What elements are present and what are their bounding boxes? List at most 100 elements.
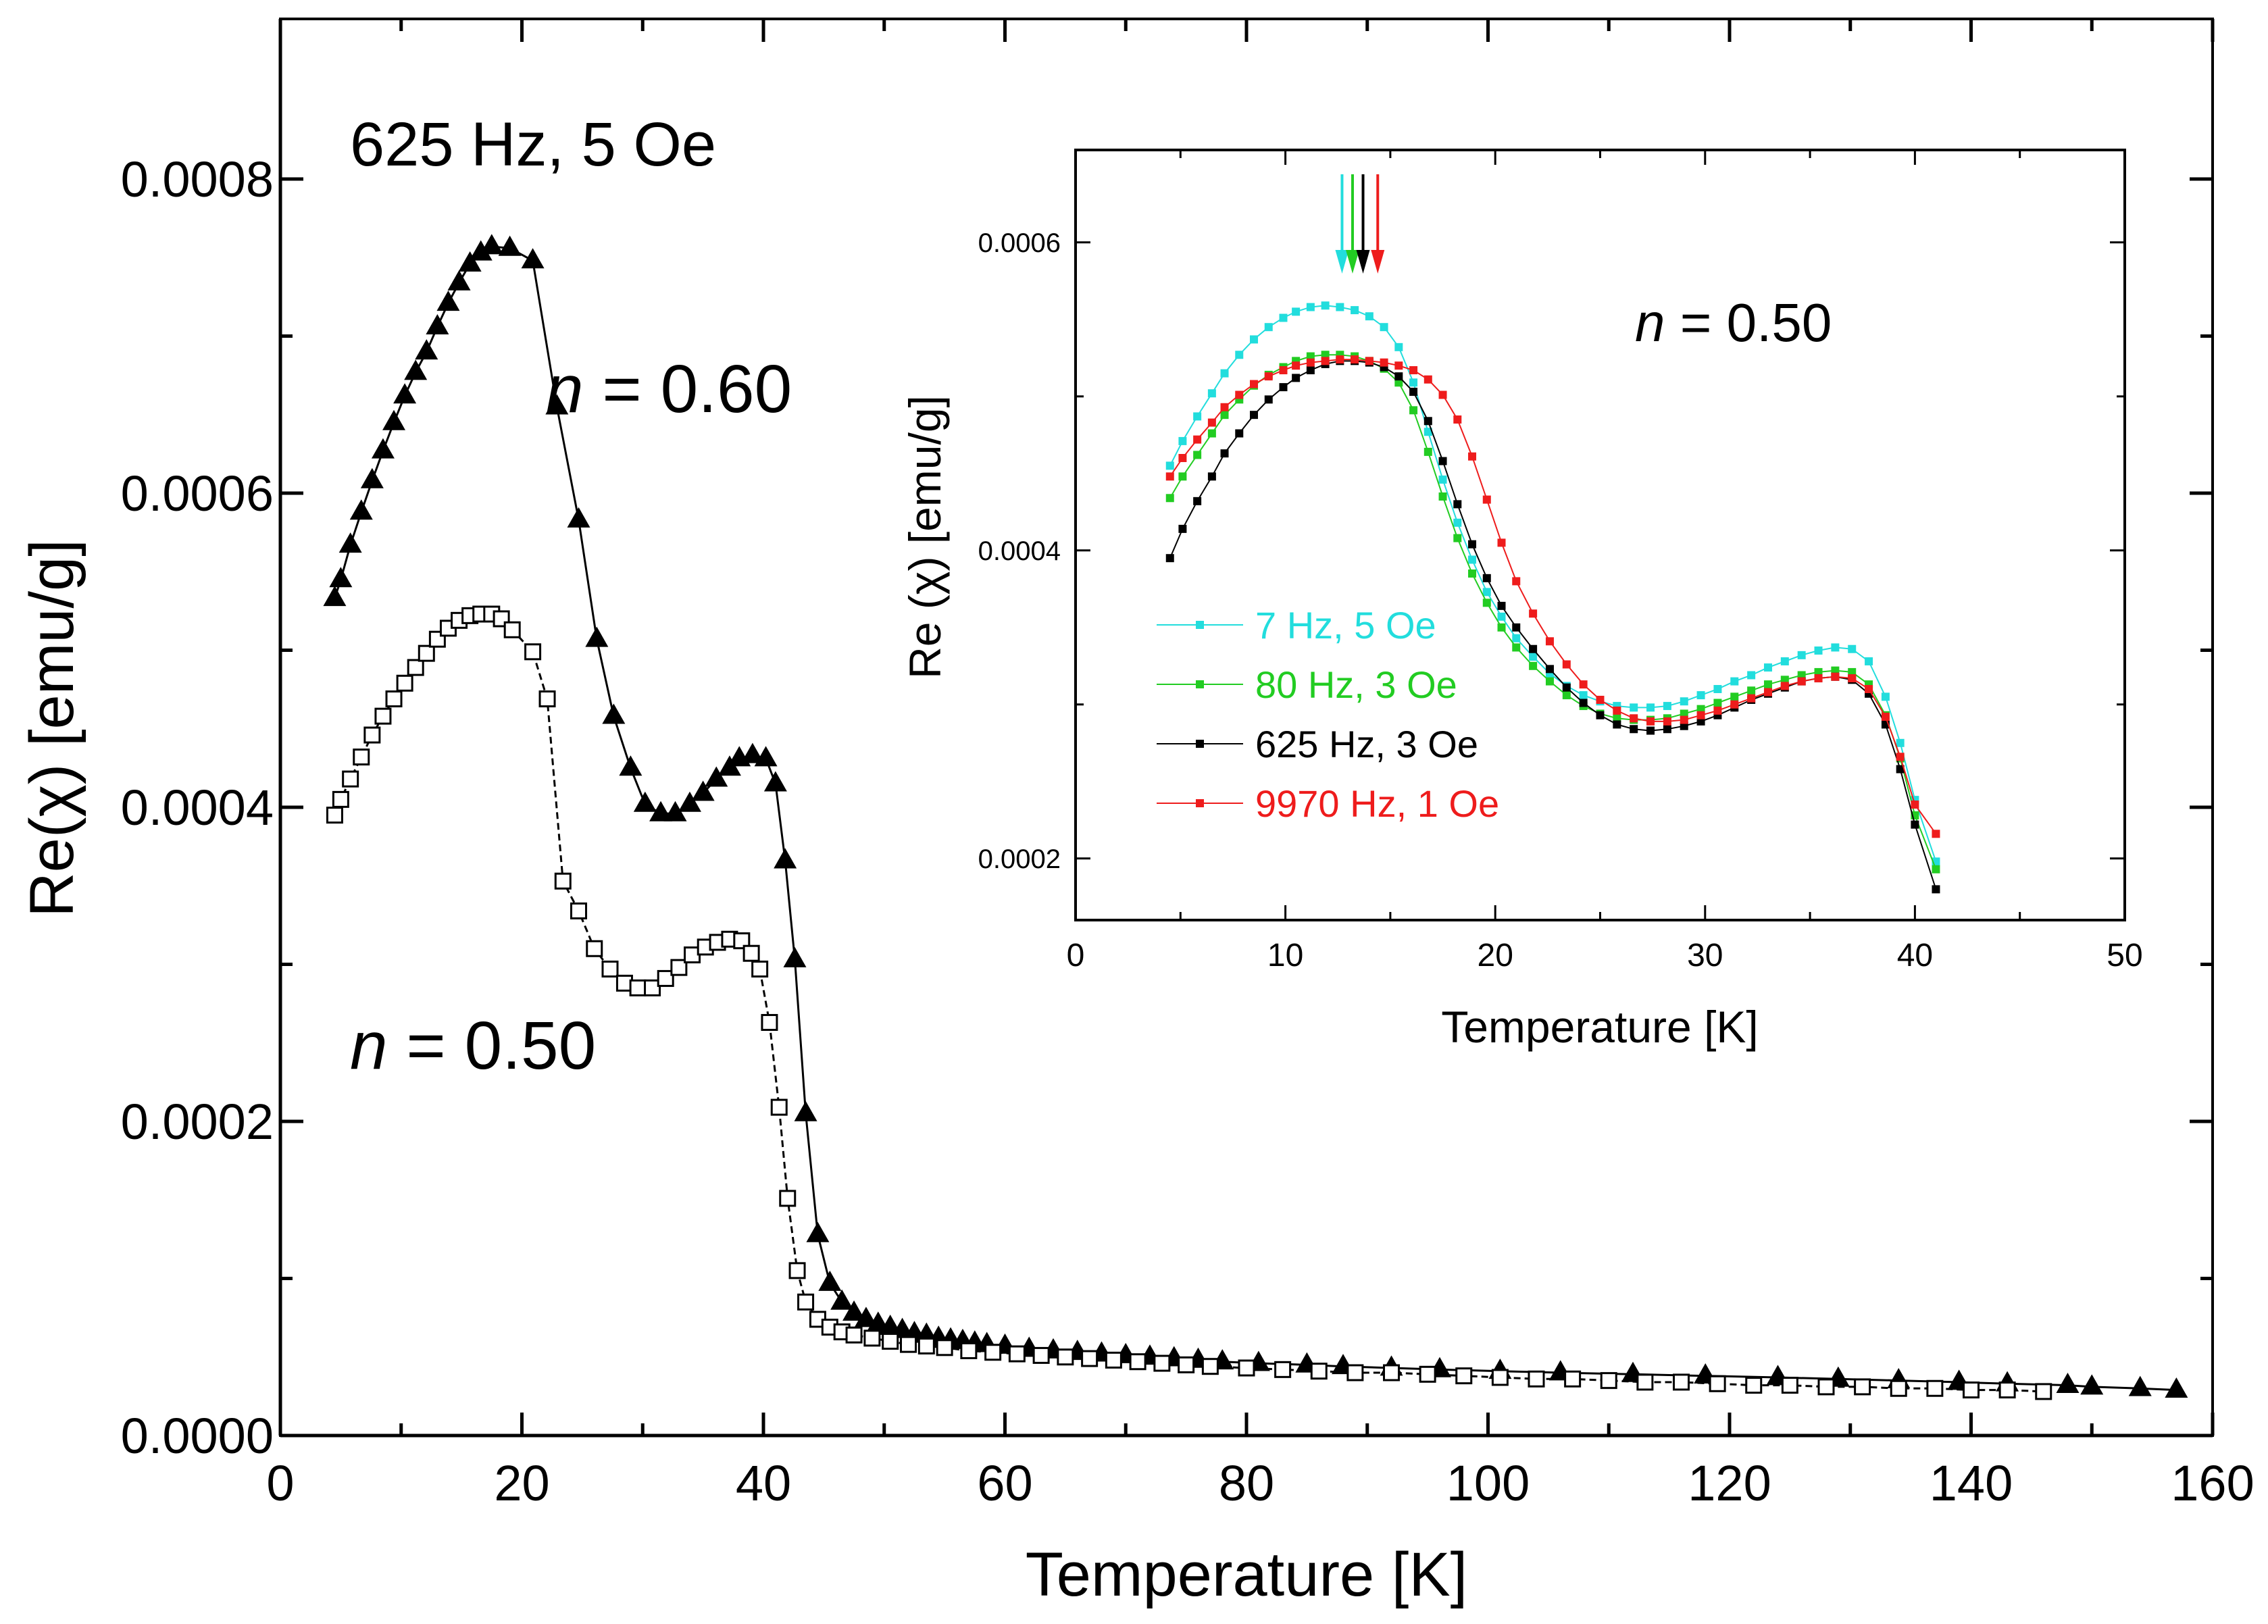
inset-data-point [1482,574,1491,582]
inset-data-point [1497,612,1506,621]
inset-data-point [1193,497,1202,505]
data-point-square [629,979,647,996]
data-point-square [644,979,661,996]
data-point-square [1105,1351,1122,1369]
inset-data-point [1848,674,1857,683]
tc-arrow-icon [1356,174,1370,274]
inset-data-point [1380,323,1388,332]
data-point-square [1817,1378,1835,1396]
data-point-triangle [740,742,764,763]
data-point-triangle [663,801,687,821]
data-point-square [1081,1350,1099,1367]
inset-data-point [1646,717,1655,726]
inset-data-point [1713,706,1722,715]
inset-data-point [1814,667,1823,676]
data-point-triangle [371,438,395,459]
inset-data-point [1696,705,1705,713]
main-title: 625 Hz, 5 Oe [350,110,716,179]
main-series-n060 [323,234,2188,1398]
data-point-square [1310,1363,1328,1380]
inset-data-point [1336,355,1344,364]
inset-data-point [1730,677,1739,686]
legend-entry: 625 Hz, 3 Oe [1157,723,1478,765]
data-point-triangle [2080,1374,2104,1395]
inset-data-point [1468,569,1477,578]
inset-data-point [1763,663,1772,672]
inset-data-point [1696,711,1705,719]
data-point-triangle [329,567,353,588]
main-y-tick-label: 0.0008 [121,151,274,207]
inset-data-point [1680,697,1688,706]
inset-data-point [1165,472,1174,481]
inset-data-point [1512,577,1521,586]
main-x-tick-label: 80 [1219,1455,1274,1511]
inset-data-point [1680,721,1688,730]
inset-data-point [1529,653,1538,661]
inset-data-point [1881,692,1890,701]
data-point-square [1564,1370,1582,1388]
inset-data-point [1264,323,1273,332]
data-point-square [1383,1364,1400,1381]
annotation-n050-var: n [350,1008,388,1084]
inset-data-point [1932,830,1940,838]
data-point-square [1491,1369,1509,1386]
inset-data-point [1562,691,1571,700]
legend-marker [1196,799,1204,807]
inset-annotation-value: = 0.50 [1665,293,1832,353]
inset-frame [1074,149,2126,921]
inset-data-point [1165,554,1174,563]
inset-data-point [1545,677,1554,686]
inset-data-point [1453,518,1462,527]
inset-data-point [1165,461,1174,470]
data-point-triangle [649,801,673,821]
inset-data-point [1545,637,1554,646]
inset-x-label: Temperature [K] [1441,1002,1759,1052]
legend-entry: 80 Hz, 3 Oe [1157,663,1457,706]
inset-data-point [1730,692,1739,701]
inset-data-point [1747,686,1756,695]
annotation-n050: n = 0.50 [350,1008,596,1084]
main-x-tick-label: 60 [977,1455,1032,1511]
inset-data-point [1178,472,1187,481]
inset-data-point [1545,665,1554,674]
legend-marker [1196,621,1204,629]
data-point-square [1998,1381,2016,1399]
inset-data-point [1512,623,1521,632]
data-point-triangle [783,946,807,967]
data-point-triangle [458,251,482,272]
main-y-label: Re(χ) [emu/g] [18,539,86,917]
data-point-square [586,940,603,957]
data-point-triangle [619,755,642,776]
inset-y-label: Re (χ) [emu/g] [900,395,950,679]
inset-data-point [1663,717,1671,726]
data-point-square [374,707,392,725]
data-point-square [1032,1346,1050,1364]
legend-marker [1196,740,1204,748]
data-point-triangle [382,409,406,430]
data-point-square [385,690,403,708]
inset-data-point [1529,661,1538,670]
data-point-triangle [545,394,569,415]
main-x-label: Temperature [K] [1026,1540,1468,1609]
inset-data-point [1321,301,1330,310]
inset-data-point [1409,406,1418,415]
inset-data-point [1482,588,1491,597]
data-point-square [761,1014,778,1032]
data-point-square [770,1098,788,1116]
data-point-square [936,1339,953,1356]
data-point-square [363,726,381,744]
main-x-tick-label: 0 [266,1455,294,1511]
inset-data-point [1630,703,1638,712]
data-point-triangle [774,848,797,869]
data-point-triangle [349,499,373,520]
main-x-tick-label: 140 [1930,1455,2013,1511]
inset-x-tick-label: 40 [1897,938,1933,973]
data-point-square [1129,1353,1146,1371]
data-point-triangle [818,1270,842,1291]
inset-data-point [1468,555,1477,564]
inset-data-point [1932,865,1940,873]
data-point-triangle [360,467,384,488]
data-point-square [1854,1378,1871,1396]
annotation-n060-value: = 0.60 [584,351,792,427]
inset-data-point [1613,706,1621,715]
